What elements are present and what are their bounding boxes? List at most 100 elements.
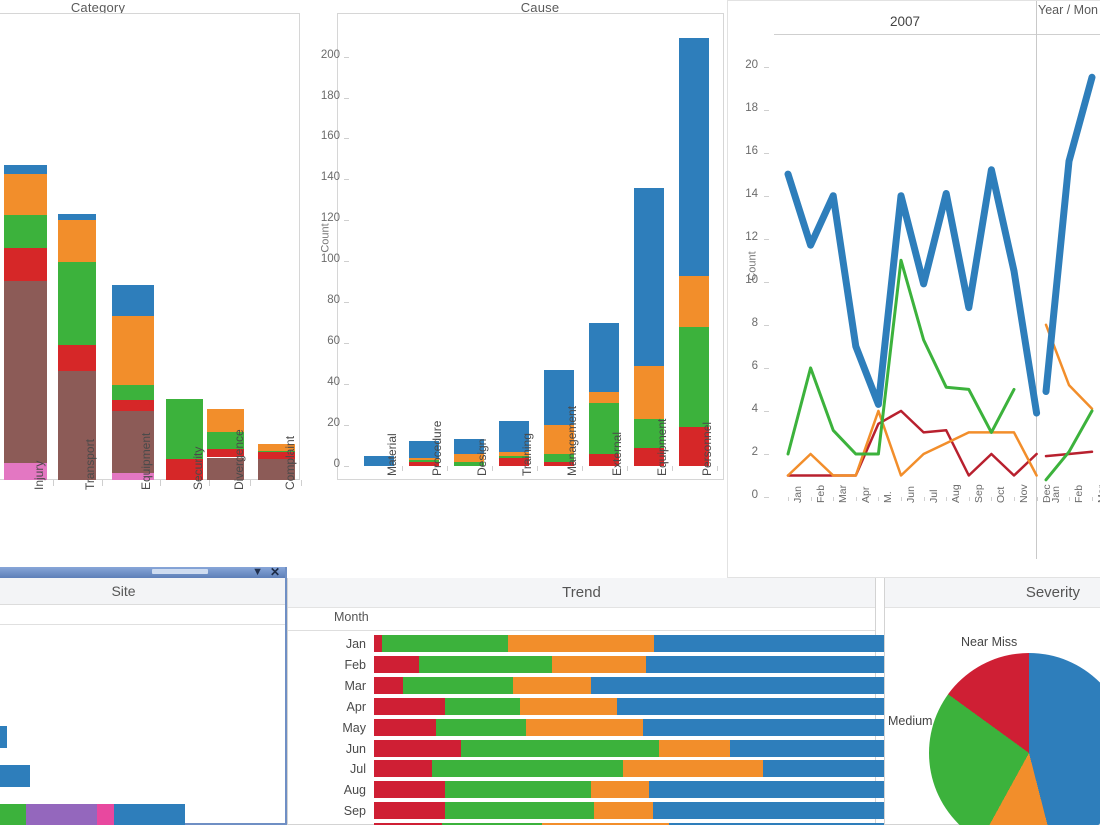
site-chart-plot[interactable] bbox=[0, 625, 285, 825]
category-bar-segment bbox=[112, 315, 154, 385]
timeseries-panel[interactable]: Year / Mon 2007 Count 0 2 4 6 8 10 12 14 16 18 20 … bbox=[727, 0, 1100, 578]
trend-row-label: Feb bbox=[344, 657, 366, 672]
timeseries-ytick-label: 16 bbox=[745, 144, 758, 157]
category-bar[interactable] bbox=[58, 213, 96, 480]
cause-bar-segment bbox=[679, 427, 709, 466]
category-bar-segment bbox=[4, 165, 47, 174]
timeseries-line-red bbox=[786, 409, 1038, 477]
cause-bar[interactable] bbox=[679, 38, 709, 466]
category-bar[interactable] bbox=[258, 443, 295, 480]
timeseries-year-2007: 2007 bbox=[889, 14, 921, 29]
severity-pie[interactable] bbox=[929, 653, 1100, 825]
axis-tick bbox=[764, 410, 769, 412]
cause-bar[interactable] bbox=[409, 441, 439, 466]
site-panel-window[interactable]: ▼ ✕ Site bbox=[0, 565, 287, 825]
trend-header-rule bbox=[288, 630, 875, 631]
cause-bar-segment bbox=[409, 461, 439, 466]
trend-chart-plot[interactable]: JanFebMarAprMayJunJulAugSepOct bbox=[288, 631, 1100, 825]
timeseries-line-blue bbox=[784, 166, 1041, 417]
severity-panel-window[interactable]: Severity Near Miss Medium bbox=[884, 578, 1100, 825]
trend-bar-segment bbox=[445, 781, 592, 799]
trend-row-label: Aug bbox=[343, 783, 366, 798]
trend-panel-window[interactable]: Trend Month JanFebMarAprMayJunJulAugSepO… bbox=[287, 578, 1100, 825]
trend-bar-segment bbox=[374, 823, 443, 825]
category-bar[interactable] bbox=[166, 398, 203, 480]
site-bar[interactable] bbox=[0, 804, 186, 825]
trend-bar[interactable] bbox=[374, 718, 916, 736]
axis-tick bbox=[764, 497, 769, 498]
category-bar-segment bbox=[112, 384, 154, 401]
axis-tick bbox=[833, 497, 835, 501]
cause-bar-segment bbox=[499, 455, 529, 458]
site-bar-segment bbox=[113, 804, 186, 825]
timeseries-panel-divider bbox=[1036, 1, 1037, 559]
timeseries-xtick-label: Jul bbox=[927, 489, 940, 503]
category-bar-segment bbox=[58, 220, 96, 262]
cause-bar[interactable] bbox=[589, 322, 619, 466]
category-bar[interactable] bbox=[207, 409, 244, 480]
cause-bar[interactable] bbox=[364, 455, 394, 466]
timeseries-ytick-label: 20 bbox=[745, 58, 758, 71]
axis-tick bbox=[1046, 497, 1047, 501]
axis-tick bbox=[344, 179, 349, 181]
axis-tick bbox=[788, 497, 789, 501]
timeseries-xtick-label: Oct bbox=[995, 486, 1008, 503]
severity-chart-plot[interactable]: Near Miss Medium bbox=[885, 609, 1100, 825]
cause-bar[interactable] bbox=[634, 187, 664, 466]
trend-bar-segment bbox=[642, 718, 916, 736]
cause-bar[interactable] bbox=[454, 439, 484, 466]
timeseries-xtick-label: M. bbox=[882, 491, 895, 503]
trend-row-label: May bbox=[342, 720, 366, 735]
category-bar[interactable] bbox=[4, 165, 47, 480]
cause-axis-label: External bbox=[610, 431, 624, 476]
axis-tick bbox=[764, 66, 769, 68]
category-bar-segment bbox=[112, 410, 154, 474]
axis-tick bbox=[946, 497, 948, 501]
timeseries-xtick-label: Sep bbox=[972, 484, 985, 503]
category-axis-label: Injury bbox=[31, 460, 46, 490]
category-bar-segment bbox=[166, 398, 203, 460]
site-bar[interactable] bbox=[0, 726, 8, 748]
axis-tick bbox=[627, 466, 628, 471]
timeseries-xtick-label: Mar bbox=[837, 484, 850, 503]
trend-bar-segment bbox=[374, 697, 446, 715]
trend-bar[interactable] bbox=[374, 802, 971, 820]
trend-bar[interactable] bbox=[374, 823, 987, 825]
chevron-down-icon[interactable]: ▼ bbox=[252, 566, 263, 578]
pie-label-medium: Medium bbox=[888, 714, 933, 728]
category-axis-label: Security bbox=[190, 446, 205, 490]
trend-bar-segment bbox=[382, 635, 509, 652]
cause-chart-plot[interactable] bbox=[337, 13, 724, 480]
cause-bar-segment bbox=[679, 326, 709, 428]
close-icon[interactable]: ✕ bbox=[269, 565, 280, 579]
cause-ytick-label: 140 bbox=[320, 171, 340, 184]
timeseries-header-rule bbox=[774, 34, 1100, 35]
trend-bar-segment bbox=[519, 697, 617, 715]
axis-tick bbox=[344, 220, 349, 222]
category-bar-segment bbox=[258, 450, 295, 453]
cause-ytick-label: 160 bbox=[320, 130, 340, 143]
cause-bar[interactable] bbox=[544, 369, 574, 466]
axis-tick bbox=[344, 343, 349, 345]
axis-tick bbox=[582, 466, 583, 471]
timeseries-ytick-label: 18 bbox=[745, 101, 758, 114]
site-bar[interactable] bbox=[0, 765, 30, 787]
trend-bar-segment bbox=[552, 655, 647, 673]
timeseries-ytick-label: 4 bbox=[751, 402, 758, 415]
category-bar[interactable] bbox=[112, 284, 154, 480]
category-bar-segment bbox=[112, 400, 154, 411]
window-drag-handle[interactable] bbox=[152, 569, 208, 574]
trend-bar-segment bbox=[442, 823, 543, 825]
cause-bar-segment bbox=[634, 418, 664, 448]
trend-bar-segment bbox=[659, 739, 731, 757]
severity-panel-title: Severity bbox=[885, 578, 1100, 608]
site-bar-segment bbox=[0, 726, 8, 748]
cause-bar-segment bbox=[364, 455, 394, 466]
axis-tick bbox=[1014, 497, 1015, 501]
timeseries-plot-area[interactable]: Count bbox=[747, 35, 1100, 537]
category-axis-label: Complaint bbox=[282, 435, 297, 490]
axis-tick bbox=[764, 367, 769, 369]
cause-bar[interactable] bbox=[499, 420, 529, 466]
site-window-titlebar[interactable]: ▼ ✕ bbox=[0, 565, 285, 579]
timeseries-ytick-label: 6 bbox=[751, 359, 758, 372]
